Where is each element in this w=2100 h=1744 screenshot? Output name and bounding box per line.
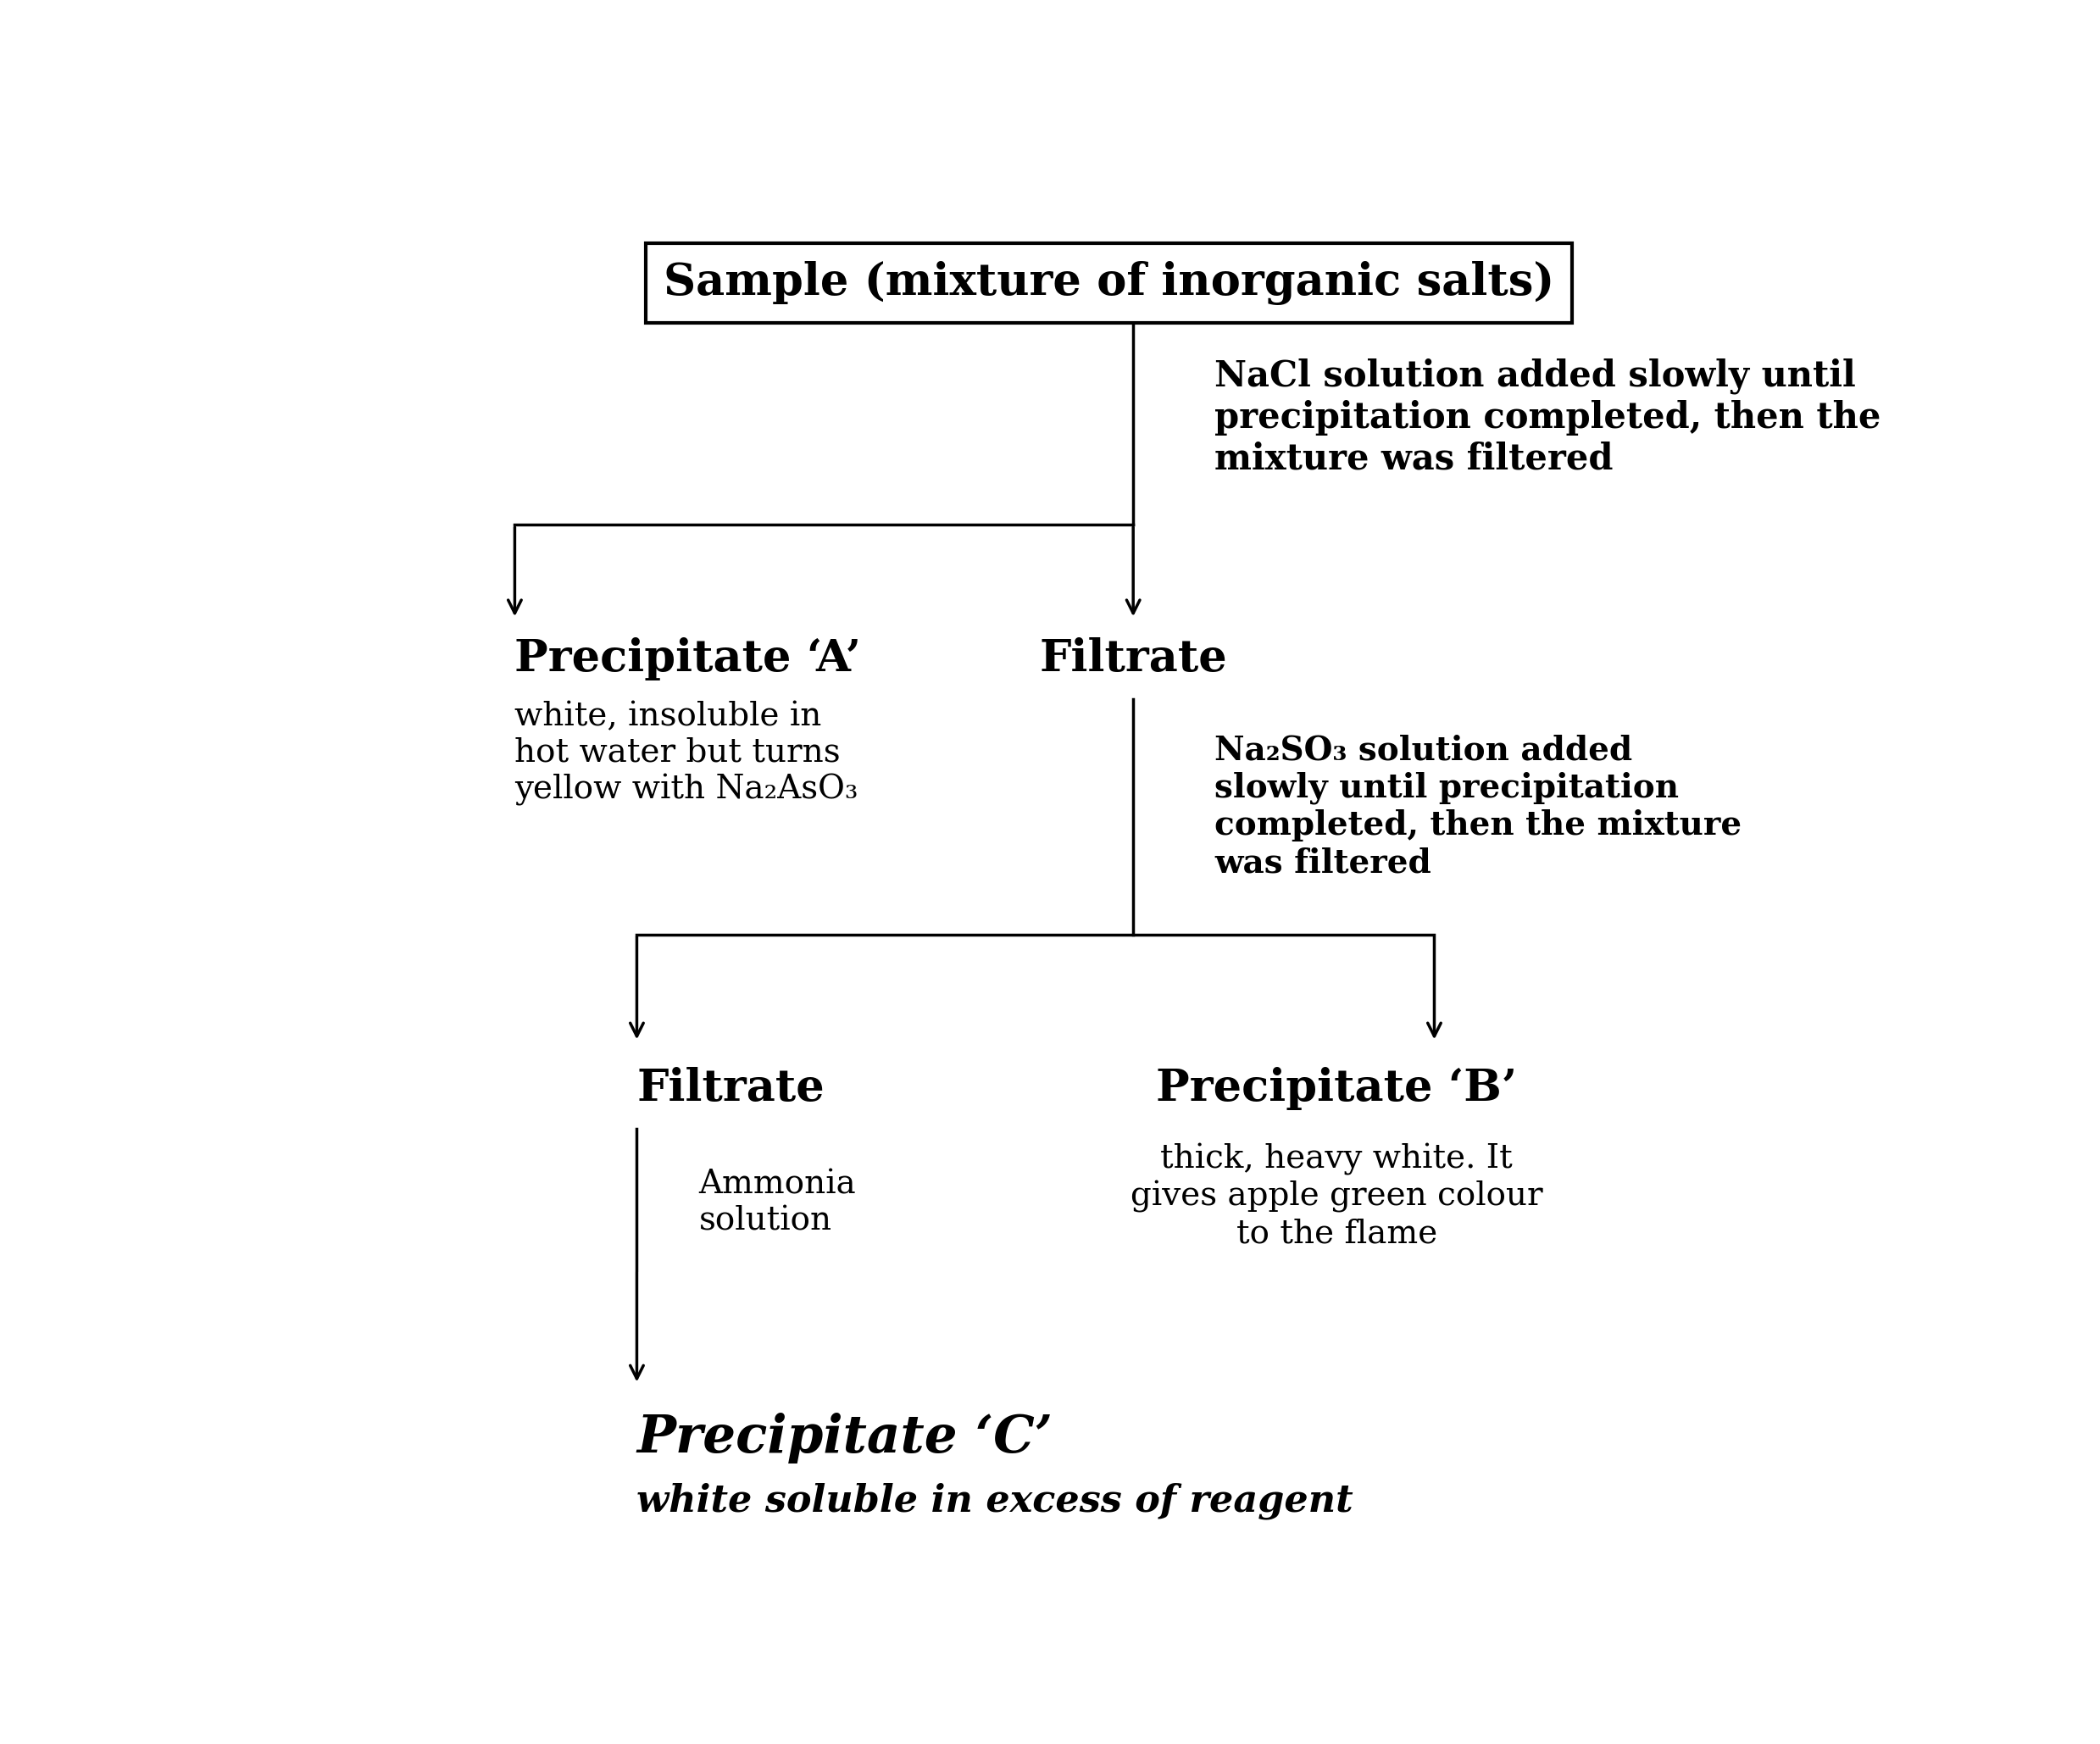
Text: Filtrate: Filtrate — [1039, 638, 1226, 680]
Text: white soluble in excess of reagent: white soluble in excess of reagent — [636, 1482, 1354, 1519]
Text: NaCl solution added slowly until
precipitation completed, then the
mixture was f: NaCl solution added slowly until precipi… — [1214, 358, 1882, 476]
Text: Precipitate ‘A’: Precipitate ‘A’ — [514, 638, 861, 680]
Text: Precipitate ‘B’: Precipitate ‘B’ — [1157, 1067, 1516, 1111]
Text: Filtrate: Filtrate — [636, 1067, 825, 1111]
Text: Precipitate ‘C’: Precipitate ‘C’ — [636, 1413, 1052, 1463]
Text: thick, heavy white. It
gives apple green colour
to the flame: thick, heavy white. It gives apple green… — [1130, 1144, 1543, 1249]
Text: white, insoluble in
hot water but turns
yellow with Na₂AsO₃: white, insoluble in hot water but turns … — [514, 701, 859, 806]
Text: Na₂SO₃ solution added
slowly until precipitation
completed, then the mixture
was: Na₂SO₃ solution added slowly until preci… — [1214, 734, 1741, 879]
Text: Ammonia
solution: Ammonia solution — [699, 1168, 857, 1236]
Text: Sample (mixture of inorganic salts): Sample (mixture of inorganic salts) — [664, 262, 1554, 305]
